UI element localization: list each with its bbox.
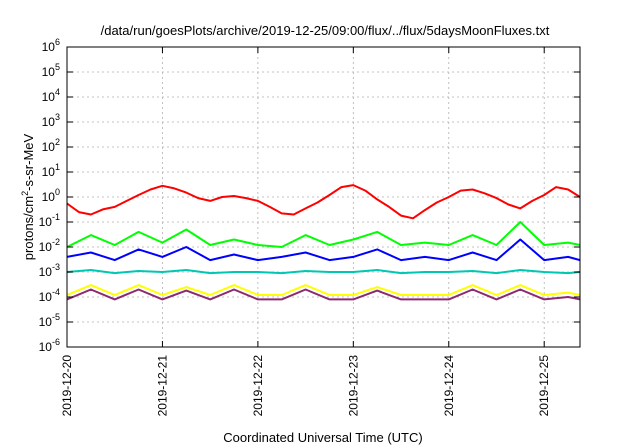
x-tick-label: 2019-12-20 xyxy=(60,355,74,417)
series-line-6 xyxy=(66,288,581,301)
y-tick-label: 10-6 xyxy=(39,337,60,354)
x-axis-label: Coordinated Universal Time (UTC) xyxy=(223,430,422,445)
y-tick-base: 10 xyxy=(42,165,56,179)
y-tick-label: 103 xyxy=(42,112,60,129)
y-tick-base: 10 xyxy=(39,340,53,354)
y-tick-exponent: -5 xyxy=(52,312,60,322)
y-tick-base: 10 xyxy=(42,115,56,129)
x-tick-label: 2019-12-22 xyxy=(251,355,265,417)
y-tick-base: 10 xyxy=(39,290,53,304)
y-tick-base: 10 xyxy=(42,190,56,204)
y-tick-label: 101 xyxy=(42,162,60,179)
series-line-1 xyxy=(66,184,581,220)
y-tick-base: 10 xyxy=(42,90,56,104)
y-tick-exponent: 5 xyxy=(55,62,60,72)
y-axis-label-rest: -s-sr-MeV xyxy=(21,133,36,190)
y-tick-label: 106 xyxy=(42,37,60,54)
y-tick-exponent: -2 xyxy=(52,237,60,247)
y-tick-exponent: -4 xyxy=(52,287,60,297)
y-tick-base: 10 xyxy=(39,315,53,329)
y-tick-exponent: 1 xyxy=(55,162,60,172)
y-tick-base: 10 xyxy=(42,65,56,79)
x-axis: 2019-12-20 2019-12-21 2019-12-22 2019-12-23… xyxy=(60,47,551,416)
x-tick-label: 2019-12-23 xyxy=(346,355,360,417)
x-tick-label: 2019-12-25 xyxy=(537,355,551,417)
series-line-2 xyxy=(66,221,581,248)
y-tick-exponent: -6 xyxy=(52,337,60,347)
y-tick-label: 102 xyxy=(42,137,60,154)
series-group xyxy=(66,184,581,301)
y-tick-exponent: 4 xyxy=(55,87,60,97)
series-line-3 xyxy=(66,238,581,262)
chart-title: /data/run/goesPlots/archive/2019-12-25/0… xyxy=(101,23,550,38)
y-tick-label: 10-1 xyxy=(39,212,60,229)
y-tick-label: 105 xyxy=(42,62,60,79)
y-tick-base: 10 xyxy=(39,265,53,279)
y-tick-exponent: -1 xyxy=(52,212,60,222)
y-axis-label-exp: 2 xyxy=(20,191,30,196)
y-tick-label: 100 xyxy=(42,187,60,204)
y-tick-base: 10 xyxy=(39,215,53,229)
y-tick-exponent: 0 xyxy=(55,187,60,197)
y-tick-label: 10-3 xyxy=(39,262,60,279)
x-tick-label: 2019-12-24 xyxy=(442,355,456,417)
y-tick-label: 10-5 xyxy=(39,312,60,329)
y-tick-base: 10 xyxy=(42,40,56,54)
y-axis-label-base: protons/cm xyxy=(21,196,36,260)
y-tick-label: 10-2 xyxy=(39,237,60,254)
y-tick-exponent: -3 xyxy=(52,262,60,272)
y-tick-exponent: 6 xyxy=(55,37,60,47)
y-tick-base: 10 xyxy=(39,240,53,254)
y-tick-label: 10-4 xyxy=(39,287,60,304)
x-tick-label: 2019-12-21 xyxy=(155,355,169,417)
y-tick-exponent: 2 xyxy=(55,137,60,147)
series-line-4 xyxy=(66,269,581,275)
series-line-5 xyxy=(66,284,581,296)
y-axis: 10-610-510-410-310-210-11001011021031041… xyxy=(39,37,580,354)
y-tick-base: 10 xyxy=(42,140,56,154)
y-axis-label: protons/cm2-s-sr-MeV xyxy=(20,133,36,260)
y-tick-label: 104 xyxy=(42,87,60,104)
grid xyxy=(66,47,580,347)
y-tick-exponent: 3 xyxy=(55,112,60,122)
